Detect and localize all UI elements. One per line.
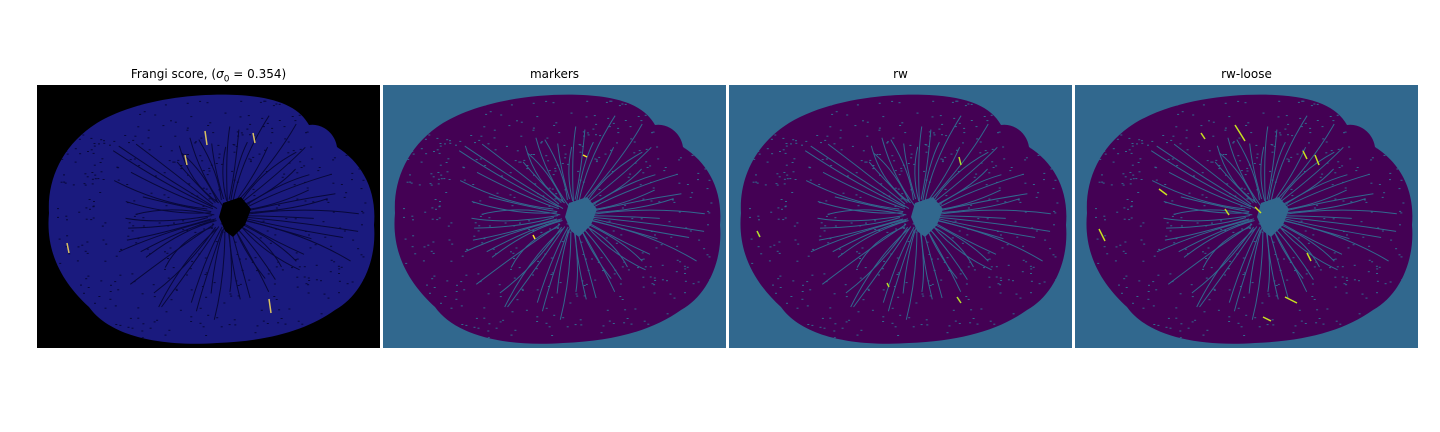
highlight-segment (1224, 208, 1230, 216)
retina-figure (37, 85, 380, 348)
retina-figure (1075, 85, 1418, 348)
highlight-segment (532, 234, 536, 240)
highlight-segment (184, 154, 188, 166)
rw-image (729, 85, 1072, 348)
retina-region (1086, 94, 1413, 344)
vessel-network (749, 100, 1059, 341)
markers-image (383, 85, 726, 348)
highlight-segment (1158, 188, 1168, 196)
rw-loose-image (1075, 85, 1418, 348)
panel-title: rw (893, 67, 908, 81)
highlight-segment (204, 130, 208, 146)
highlight-segment (756, 230, 761, 238)
highlight-segment (886, 282, 890, 288)
panel-rw-loose: rw-loose (1075, 66, 1418, 348)
retina-figure (383, 85, 726, 348)
retina-figure (729, 85, 1072, 348)
panel-title: Frangi score, (σ0 = 0.354) (130, 67, 287, 85)
optic-disc (911, 197, 943, 237)
highlight-segment (1306, 252, 1312, 262)
highlight-segment (1234, 124, 1246, 142)
highlight-segment (1098, 228, 1106, 242)
retina-region (48, 94, 375, 344)
panel-title: rw-loose (1221, 67, 1272, 81)
optic-disc (219, 197, 251, 237)
highlight-segment (1262, 316, 1272, 322)
highlight-segment (582, 154, 588, 158)
highlight-segment (252, 132, 256, 144)
retina-region (740, 94, 1067, 344)
highlight-segment (1284, 296, 1298, 304)
highlight-segment (268, 298, 272, 314)
highlight-segment (956, 296, 962, 304)
panel-frangi-score: Frangi score, (σ0 = 0.354) (37, 66, 380, 348)
highlight-segment (1254, 206, 1262, 214)
retina-region (394, 94, 721, 344)
optic-disc (565, 197, 597, 237)
frangi-image (37, 85, 380, 348)
highlight-segment (958, 156, 962, 166)
highlight-segment (1314, 154, 1320, 166)
highlight-segment (66, 242, 70, 254)
panel-markers: markers (383, 66, 726, 348)
highlight-segment (1200, 132, 1206, 140)
panel-rw: rw (729, 66, 1072, 348)
highlight-segment (1302, 150, 1308, 160)
panel-title: markers (529, 67, 580, 81)
optic-disc (1257, 197, 1289, 237)
